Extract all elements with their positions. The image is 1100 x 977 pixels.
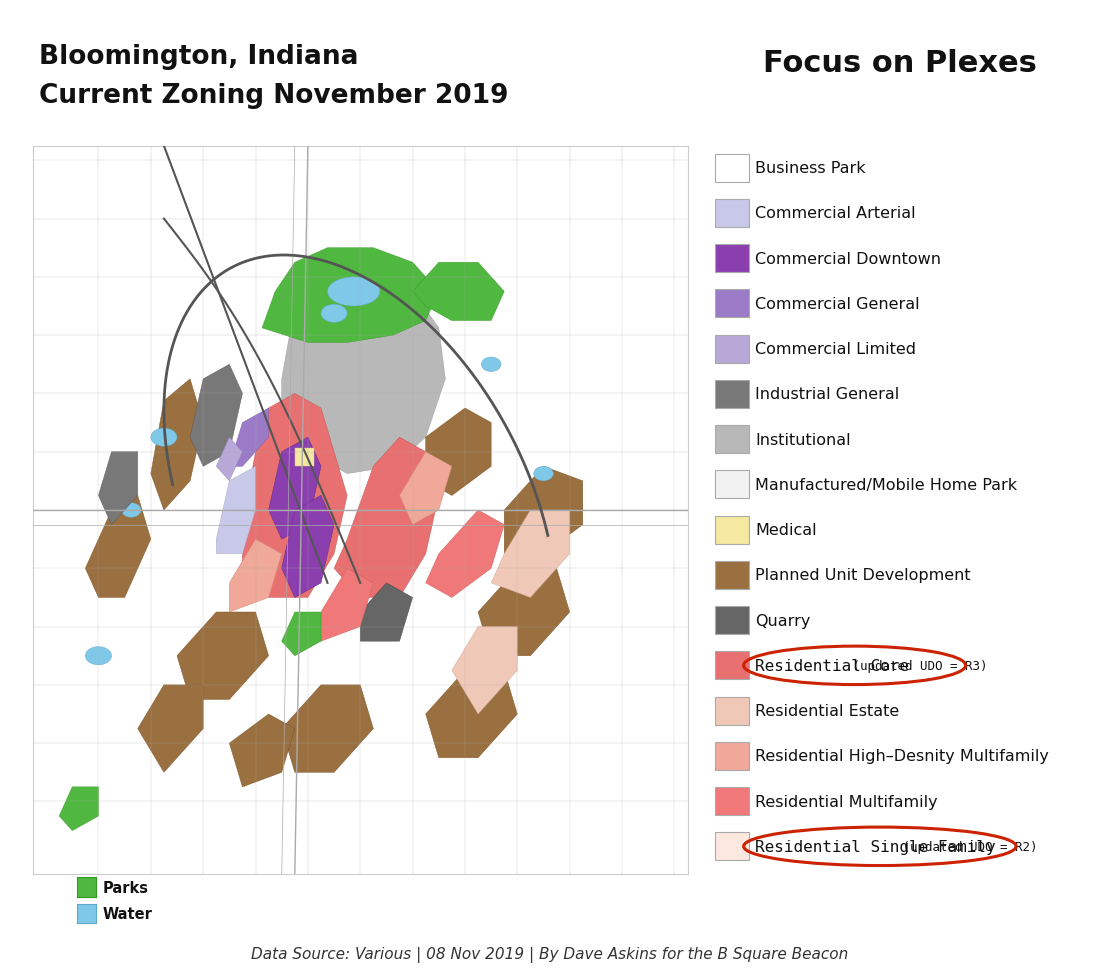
Text: Quarry: Quarry — [755, 613, 811, 628]
Polygon shape — [399, 452, 452, 525]
Polygon shape — [452, 627, 517, 714]
Polygon shape — [229, 408, 268, 467]
Text: Institutional: Institutional — [755, 432, 850, 447]
Polygon shape — [177, 613, 268, 700]
Text: Water: Water — [102, 906, 152, 921]
Polygon shape — [426, 670, 517, 758]
Text: Commercial Downtown: Commercial Downtown — [755, 251, 940, 267]
FancyBboxPatch shape — [715, 743, 749, 770]
Polygon shape — [282, 277, 446, 474]
FancyBboxPatch shape — [715, 426, 749, 453]
Text: Commercial General: Commercial General — [755, 297, 920, 312]
Text: Commercial Limited: Commercial Limited — [755, 342, 916, 357]
Polygon shape — [491, 510, 570, 598]
Polygon shape — [138, 685, 204, 773]
Polygon shape — [361, 583, 412, 642]
Text: Current Zoning November 2019: Current Zoning November 2019 — [39, 83, 508, 109]
Polygon shape — [282, 496, 334, 598]
Bar — [295, 448, 315, 467]
Ellipse shape — [482, 358, 500, 372]
Ellipse shape — [321, 305, 348, 323]
Text: Focus on Plexes: Focus on Plexes — [763, 49, 1036, 78]
Polygon shape — [59, 787, 99, 830]
Text: Residential Estate: Residential Estate — [755, 703, 900, 718]
Polygon shape — [321, 569, 373, 642]
Text: Industrial General: Industrial General — [755, 387, 900, 402]
Polygon shape — [334, 438, 439, 598]
Polygon shape — [282, 613, 321, 657]
Ellipse shape — [534, 467, 553, 482]
Ellipse shape — [121, 503, 141, 518]
Polygon shape — [504, 467, 583, 554]
Text: Planned Unit Development: Planned Unit Development — [755, 568, 970, 582]
Polygon shape — [99, 452, 138, 525]
FancyBboxPatch shape — [715, 832, 749, 861]
Polygon shape — [478, 569, 570, 657]
Text: Residential High–Desnity Multifamily: Residential High–Desnity Multifamily — [755, 748, 1049, 764]
FancyBboxPatch shape — [715, 561, 749, 589]
Polygon shape — [190, 365, 242, 467]
FancyBboxPatch shape — [715, 787, 749, 815]
FancyBboxPatch shape — [715, 607, 749, 634]
Text: Residential Multifamily: Residential Multifamily — [755, 793, 937, 809]
FancyBboxPatch shape — [715, 380, 749, 408]
Ellipse shape — [328, 277, 380, 307]
FancyBboxPatch shape — [715, 290, 749, 319]
Polygon shape — [151, 379, 204, 510]
Text: Residential Core: Residential Core — [755, 658, 909, 673]
FancyBboxPatch shape — [715, 199, 749, 228]
Text: Data Source: Various | 08 Nov 2019 | By Dave Askins for the B Square Beacon: Data Source: Various | 08 Nov 2019 | By … — [252, 947, 848, 962]
FancyBboxPatch shape — [715, 516, 749, 544]
Text: Parks: Parks — [102, 879, 148, 895]
Text: Business Park: Business Park — [755, 161, 866, 176]
FancyBboxPatch shape — [715, 245, 749, 273]
Polygon shape — [242, 394, 348, 598]
FancyBboxPatch shape — [715, 652, 749, 680]
Text: (updated UDO = R3): (updated UDO = R3) — [845, 659, 988, 672]
Text: Residential Single Family: Residential Single Family — [755, 839, 996, 854]
Polygon shape — [217, 467, 255, 554]
Text: Bloomington, Indiana: Bloomington, Indiana — [39, 44, 358, 70]
Text: Commercial Arterial: Commercial Arterial — [755, 206, 915, 221]
Polygon shape — [426, 408, 491, 496]
FancyBboxPatch shape — [715, 471, 749, 499]
Polygon shape — [262, 248, 439, 343]
FancyBboxPatch shape — [715, 697, 749, 725]
Polygon shape — [229, 714, 295, 787]
Polygon shape — [282, 685, 373, 773]
Polygon shape — [217, 438, 242, 482]
Polygon shape — [86, 496, 151, 598]
FancyBboxPatch shape — [715, 154, 749, 183]
Polygon shape — [229, 539, 282, 613]
Polygon shape — [412, 263, 504, 321]
Polygon shape — [268, 438, 321, 539]
FancyBboxPatch shape — [715, 335, 749, 363]
Text: Manufactured/Mobile Home Park: Manufactured/Mobile Home Park — [755, 478, 1018, 492]
Ellipse shape — [86, 647, 111, 665]
Polygon shape — [426, 510, 504, 598]
Ellipse shape — [151, 429, 177, 446]
Text: (updated UDO = R2): (updated UDO = R2) — [895, 840, 1038, 853]
Text: Medical: Medical — [755, 523, 816, 537]
